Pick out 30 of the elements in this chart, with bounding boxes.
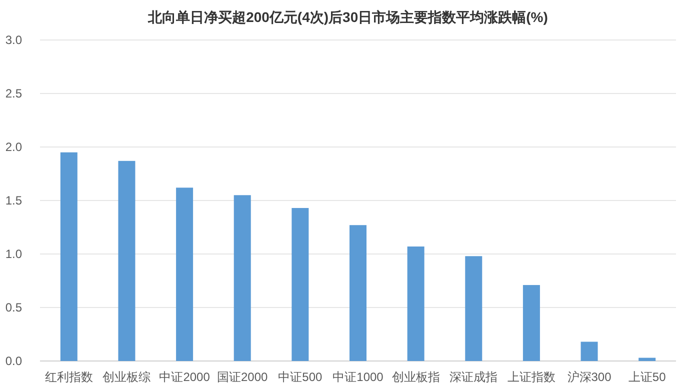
- y-tick-label: 2.0: [5, 140, 22, 154]
- y-tick-label: 1.5: [5, 194, 22, 208]
- bar: [580, 342, 598, 361]
- bar: [638, 358, 656, 361]
- bar: [234, 195, 251, 361]
- y-tick-label: 0.0: [5, 354, 22, 368]
- x-tick-label: 创业板综: [102, 370, 151, 384]
- bar: [350, 225, 366, 361]
- y-tick-label: 3.0: [5, 33, 22, 47]
- x-tick-label: 红利指数: [44, 370, 93, 384]
- bar: [407, 246, 424, 361]
- bar: [292, 208, 309, 361]
- y-tick-label: 2.5: [5, 86, 22, 100]
- bar: [60, 152, 78, 361]
- bar: [176, 188, 194, 361]
- bar: [118, 160, 136, 361]
- bar: [465, 256, 482, 361]
- x-tick-label: 深证成指: [450, 370, 498, 384]
- bar: [522, 285, 540, 361]
- x-tick-label: 中证1000: [332, 370, 384, 384]
- x-tick-label: 中证500: [278, 370, 323, 384]
- y-tick-label: 1.0: [5, 247, 22, 261]
- x-tick-label: 沪深300: [567, 370, 612, 384]
- x-tick-label: 上证50: [628, 370, 666, 384]
- chart-title: 北向单日净买超200亿元(4次)后30日市场主要指数平均涨跌幅(%): [147, 9, 548, 25]
- x-tick-label: 上证指数: [507, 370, 556, 384]
- x-tick-label: 创业板指: [392, 370, 440, 384]
- y-tick-label: 0.5: [5, 300, 22, 314]
- x-tick-label: 国证2000: [217, 370, 268, 384]
- x-tick-label: 中证2000: [159, 370, 210, 384]
